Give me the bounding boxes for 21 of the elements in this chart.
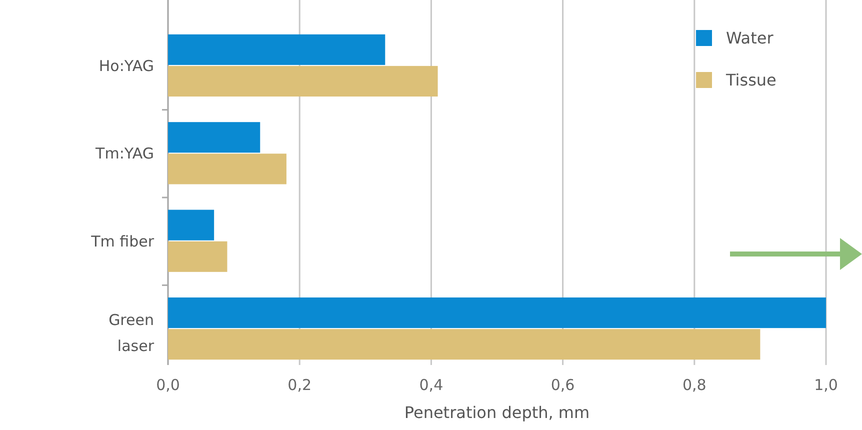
x-tick-label: 0,6 (550, 376, 575, 394)
bar (168, 241, 228, 272)
bar (168, 210, 214, 240)
bar (168, 66, 438, 97)
x-tick-label: 0,8 (682, 376, 706, 394)
y-tick-label: Ho:YAG (98, 56, 154, 75)
x-tick-label: 1,0 (814, 376, 838, 394)
x-tick-label: 0,4 (419, 376, 444, 394)
legend-label: Water (726, 28, 774, 48)
x-tick-label: 0,2 (288, 376, 312, 394)
y-tick-label: Tm fiber (90, 232, 155, 250)
bar (168, 297, 826, 328)
x-axis-title: Penetration depth, mm (404, 403, 590, 422)
x-tick-label: 0,0 (156, 376, 180, 394)
bar (168, 329, 760, 360)
y-tick-label: Green laser (108, 311, 155, 356)
legend-label: Tissue (725, 70, 776, 90)
bar (168, 122, 260, 153)
bar (168, 154, 286, 184)
y-tick-label: Tm:YAG (94, 144, 154, 163)
bar (168, 34, 386, 65)
